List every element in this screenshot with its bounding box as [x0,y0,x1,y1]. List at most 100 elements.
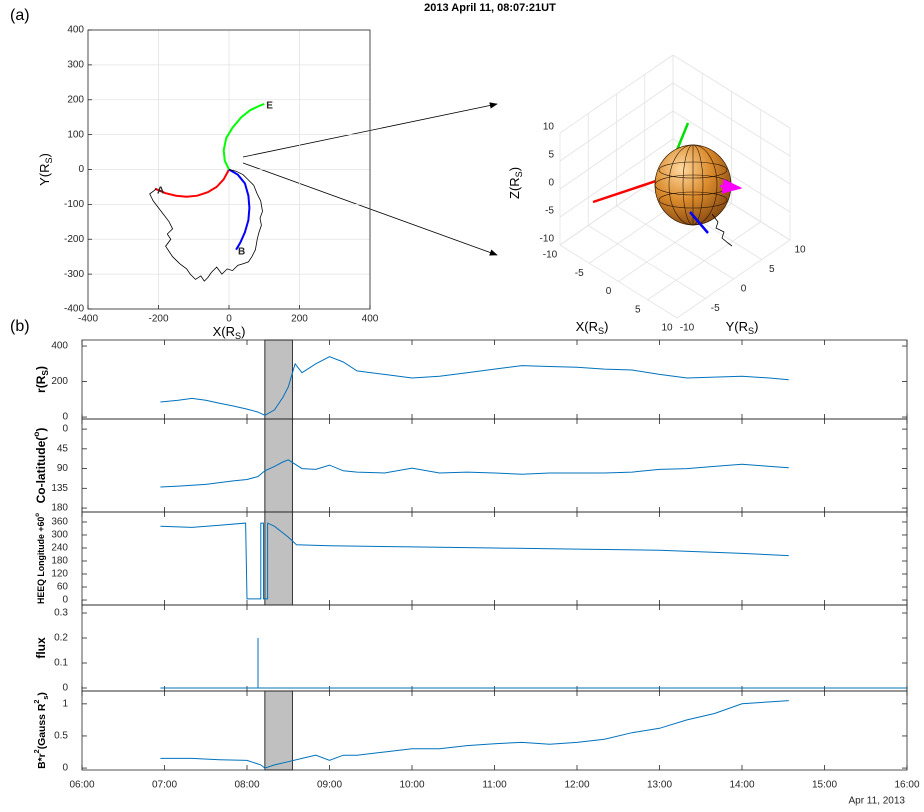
label-part: S [748,326,754,336]
x-tick-label: 07:00 [152,780,177,791]
label-part: ) [34,428,48,432]
y-tick-label: -300 [64,269,84,280]
y-tick-label: 1 [62,698,68,709]
point-label: A [157,185,164,196]
label-part: Co-latitude( [34,437,48,504]
y-tick-label: 0 [62,412,68,423]
label-part: S [40,370,50,376]
x-tick-label: 09:00 [317,780,342,791]
label-part: S [514,171,524,177]
label-part: 2 [32,700,41,704]
date-label: Apr 11, 2013 [848,796,905,807]
y-tick-label: 10 [794,245,806,256]
x-tick-label: 16:00 [894,780,919,791]
label-part: ) [34,366,48,370]
y-tick-label: 45 [57,443,69,454]
panel-label: (a) [10,7,30,24]
figure-title: 2013 April 11, 08:07:21UT [424,2,556,14]
highlight-interval [264,690,293,771]
y-tick-label: 90 [57,463,69,474]
label-part: X(R [213,324,235,339]
label-part: Z(R [507,177,522,199]
label-part: X(R [576,319,598,334]
y-tick-label: 400 [67,25,84,36]
x-tick-label: 14:00 [729,780,754,791]
label-part: o [34,513,41,517]
grid-line [559,244,678,319]
y-tick-label: 0 [62,683,68,694]
label-part: Y(R [726,319,748,334]
y-tick-label: -5 [711,303,720,314]
x-tick-label: 0 [226,314,232,325]
grid-line [559,82,674,162]
y-tick-label: 0 [62,595,68,606]
label-part: (Gauss R [37,703,48,749]
panel-label: (b) [10,318,30,335]
axis-label: Y(RS) [726,319,759,336]
axis-label: flux [34,637,48,659]
axis-label: Z(RS) [507,167,524,199]
y-tick-label: -400 [64,304,84,315]
y-tick-label: 0.2 [54,633,68,644]
highlight-interval [264,339,293,420]
z-tick-label: -5 [545,206,554,217]
y-tick-label: 180 [51,556,68,567]
label-part: Y(R [37,164,52,186]
x-tick-label: 400 [362,314,379,325]
y-tick-label: 0.1 [54,658,68,669]
axis-label: Y(RS) [37,153,54,186]
label-part: ) [241,324,245,339]
series-line [160,700,789,769]
axis-label: X(RS) [576,319,609,336]
label-part: 2 [32,749,41,753]
grid-line [559,110,674,190]
y-tick-label: 5 [769,264,775,275]
x-tick-label: 200 [291,314,308,325]
trajectory [228,168,251,251]
z-tick-label: 0 [548,178,554,189]
label-part: S [598,326,604,336]
y-tick-label: 300 [51,530,68,541]
label-part: ) [37,692,48,695]
y-tick-label: 120 [51,569,68,580]
point-label: E [266,101,273,112]
y-tick-label: 200 [51,376,68,387]
label-part: ) [507,167,522,171]
y-tick-label: 60 [57,582,69,593]
axis-label: X(RS) [213,324,246,341]
x-tick-label: 06:00 [69,780,94,791]
axis-label: r(RS) [34,366,50,393]
label-part: r(R [34,375,48,393]
x-tick-label: -10 [543,250,558,261]
y-tick-label: 100 [67,129,84,140]
y-tick-label: 240 [51,543,68,554]
y-tick-label: 200 [67,94,84,105]
y-tick-label: -200 [64,234,84,245]
y-tick-label: 0 [62,763,68,774]
y-tick-label: 0 [741,284,747,295]
series-line [160,459,789,488]
grid-line [559,166,674,246]
x-tick-label: 5 [635,304,641,315]
y-tick-label: 0.5 [54,731,68,742]
highlight-interval [264,511,293,606]
z-tick-label: 5 [548,150,554,161]
axes-box [81,604,908,692]
x-tick-label: 10 [661,323,673,334]
z-tick-label: -10 [540,234,555,245]
axes-box [81,690,908,771]
x-tick-label: 11:00 [482,780,507,791]
x-tick-label: 0 [606,286,612,297]
y-tick-label: 0.3 [54,608,68,619]
z-tick-label: 10 [543,122,555,133]
axis-label: Co-latitude(o) [31,428,48,504]
saturn-view [592,122,743,247]
y-tick-label: 300 [67,60,84,71]
axes-box [81,418,908,513]
trajectory [154,169,230,198]
grid-line [588,225,706,299]
label-part: S [44,157,54,163]
axis-label: HEEQ Longitude +60o [34,513,47,604]
label-part: B*r [37,753,48,769]
